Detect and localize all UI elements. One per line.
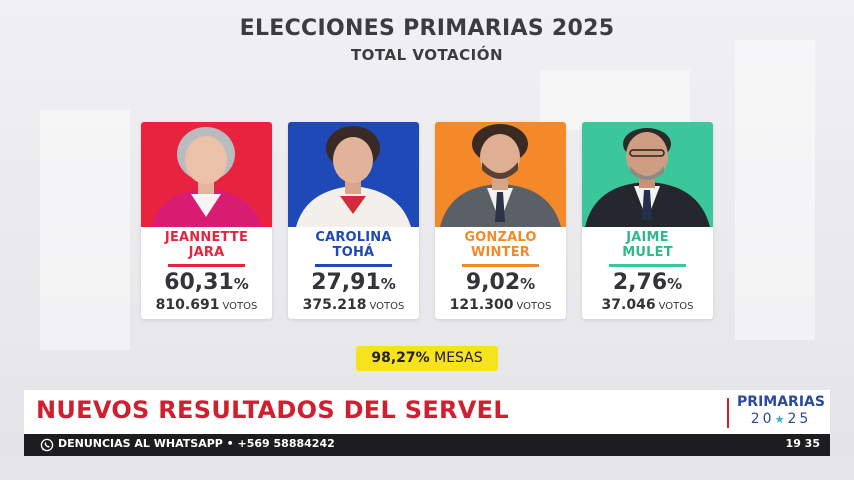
candidate-last-name: MULET bbox=[622, 245, 673, 260]
whatsapp-icon bbox=[40, 438, 54, 452]
background-panel bbox=[40, 110, 130, 350]
news-ticker: DENUNCIAS AL WHATSAPP • +569 58884242 19… bbox=[24, 434, 830, 456]
mesas-value: 98,27% bbox=[371, 350, 430, 366]
background-panel bbox=[540, 70, 690, 130]
candidate-first-name: GONZALO bbox=[464, 230, 537, 245]
star-icon: ★ bbox=[774, 413, 788, 426]
candidate-percentage: 27,91% bbox=[288, 270, 419, 295]
background-panel bbox=[735, 40, 815, 340]
lower-third-banner: NUEVOS RESULTADOS DEL SERVEL PRIMARIAS 2… bbox=[24, 390, 830, 434]
candidate-name: JEANNETTE JARA bbox=[141, 230, 272, 260]
candidate-name: JAIME MULET bbox=[582, 230, 713, 260]
votes-label: VOTOS bbox=[222, 301, 258, 312]
headline: NUEVOS RESULTADOS DEL SERVEL bbox=[36, 396, 509, 424]
name-underline bbox=[609, 264, 686, 267]
candidate-last-name: WINTER bbox=[470, 245, 530, 260]
candidate-last-name: JARA bbox=[188, 245, 225, 260]
percentage-value: 27,91 bbox=[311, 270, 381, 295]
candidate-card-toha: CAROLINA TOHÁ 27,91% 375.218 VOTOS bbox=[288, 122, 419, 319]
candidate-votes: 37.046 VOTOS bbox=[582, 297, 713, 313]
candidate-photo bbox=[435, 122, 566, 227]
candidate-photo bbox=[582, 122, 713, 227]
banner-divider bbox=[727, 398, 729, 428]
ticker-text: DENUNCIAS AL WHATSAPP • +569 58884242 bbox=[58, 437, 335, 450]
mesas-badge: 98,27% MESAS bbox=[356, 346, 498, 371]
candidate-last-name: TOHÁ bbox=[332, 245, 375, 260]
candidate-card-winter: GONZALO WINTER 9,02% 121.300 VOTOS bbox=[435, 122, 566, 319]
votes-value: 37.046 bbox=[601, 297, 656, 313]
percent-sign: % bbox=[233, 275, 249, 293]
votes-label: VOTOS bbox=[516, 301, 552, 312]
percent-sign: % bbox=[667, 275, 683, 293]
page-title: ELECCIONES PRIMARIAS 2025 bbox=[239, 16, 615, 41]
candidate-percentage: 2,76% bbox=[582, 270, 713, 295]
candidate-name: GONZALO WINTER bbox=[435, 230, 566, 260]
votes-value: 375.218 bbox=[302, 297, 367, 313]
candidate-votes: 810.691 VOTOS bbox=[141, 297, 272, 313]
percent-sign: % bbox=[520, 275, 536, 293]
candidate-percentage: 60,31% bbox=[141, 270, 272, 295]
logo-year-second: 25 bbox=[787, 411, 812, 427]
percentage-value: 2,76 bbox=[612, 270, 668, 295]
candidate-first-name: JEANNETTE bbox=[164, 230, 249, 245]
candidate-first-name: CAROLINA bbox=[315, 230, 392, 245]
bottom-strip bbox=[0, 456, 854, 480]
percentage-value: 60,31 bbox=[164, 270, 234, 295]
primarias-logo-year: 20★25 bbox=[736, 411, 826, 427]
candidate-votes: 375.218 VOTOS bbox=[288, 297, 419, 313]
votes-value: 121.300 bbox=[449, 297, 514, 313]
candidate-votes: 121.300 VOTOS bbox=[435, 297, 566, 313]
votes-label: VOTOS bbox=[369, 301, 405, 312]
clock: 19 35 bbox=[785, 437, 820, 450]
logo-year-first: 20 bbox=[750, 411, 775, 427]
percentage-value: 9,02 bbox=[465, 270, 521, 295]
primarias-logo-text: PRIMARIAS bbox=[737, 394, 825, 410]
name-underline bbox=[462, 264, 539, 267]
name-underline bbox=[168, 264, 245, 267]
name-underline bbox=[315, 264, 392, 267]
candidate-card-jara: JEANNETTE JARA 60,31% 810.691 VOTOS bbox=[141, 122, 272, 319]
candidate-first-name: JAIME bbox=[626, 230, 669, 245]
candidate-photo bbox=[141, 122, 272, 227]
candidate-percentage: 9,02% bbox=[435, 270, 566, 295]
candidate-card-mulet: JAIME MULET 2,76% 37.046 VOTOS bbox=[582, 122, 713, 319]
candidate-photo bbox=[288, 122, 419, 227]
page-subtitle: TOTAL VOTACIÓN bbox=[350, 46, 504, 64]
votes-label: VOTOS bbox=[658, 301, 694, 312]
votes-value: 810.691 bbox=[155, 297, 220, 313]
candidate-name: CAROLINA TOHÁ bbox=[288, 230, 419, 260]
percent-sign: % bbox=[380, 275, 396, 293]
mesas-label: MESAS bbox=[434, 350, 483, 366]
